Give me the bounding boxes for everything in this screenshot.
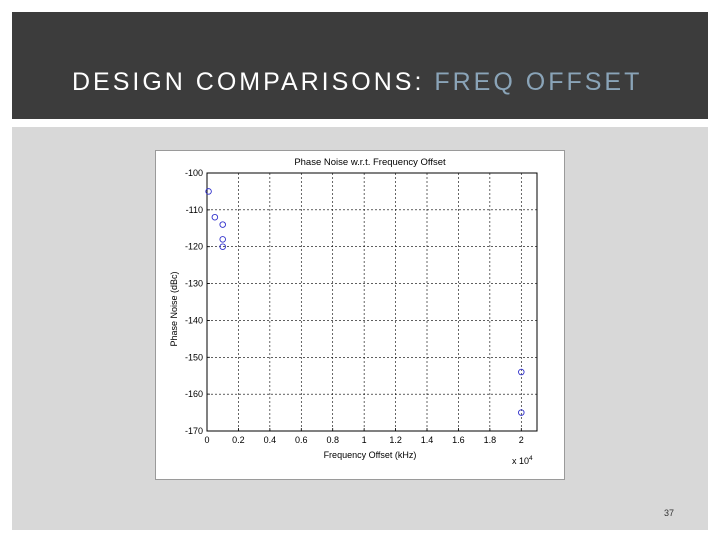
x-axis-label: Frequency Offset (kHz) <box>324 450 417 460</box>
y-tick-label: -120 <box>185 242 203 252</box>
y-tick-label: -100 <box>185 168 203 178</box>
grid-lines <box>206 172 537 432</box>
data-point <box>219 221 226 228</box>
chart-figure: 0 0.2 0.4 0.6 0.8 1 1.2 1.4 1.6 1.8 2 -100 -110 -120 -… <box>155 150 565 480</box>
axes-box <box>206 172 538 432</box>
data-point <box>219 236 226 243</box>
phase-noise-chart: 0 0.2 0.4 0.6 0.8 1 1.2 1.4 1.6 1.8 2 -100 -110 -120 -… <box>169 157 538 466</box>
x-tick-label: 0.6 <box>295 435 308 445</box>
data-point <box>205 188 212 195</box>
data-points <box>205 188 525 416</box>
data-point <box>219 243 226 250</box>
x-multiplier-base: x 10 <box>512 456 529 466</box>
x-tick-label: 1.2 <box>389 435 402 445</box>
slide-title: DESIGN COMPARISONS: FREQ OFFSET <box>72 68 642 97</box>
y-tick-label: -160 <box>185 389 203 399</box>
axis-ticks: 0 0.2 0.4 0.6 0.8 1 1.2 1.4 1.6 1.8 2 -100 -110 -120 -… <box>185 168 524 445</box>
data-point <box>518 409 525 416</box>
x-tick-label: 0.2 <box>232 435 245 445</box>
slide-header: DESIGN COMPARISONS: FREQ OFFSET <box>12 12 708 119</box>
y-tick-label: -170 <box>185 426 203 436</box>
y-tick-label: -150 <box>185 352 203 362</box>
y-axis-label: Phase Noise (dBc) <box>169 271 179 346</box>
x-tick-label: 1.4 <box>421 435 434 445</box>
page-number: 37 <box>664 508 675 518</box>
x-axis-multiplier: x 104 <box>512 455 533 466</box>
slide-title-main: DESIGN COMPARISONS: <box>72 68 435 96</box>
x-multiplier-exponent: 4 <box>529 455 533 462</box>
x-tick-label: 0.8 <box>326 435 339 445</box>
y-tick-label: -110 <box>186 205 203 215</box>
data-point <box>211 213 219 221</box>
x-tick-label: 1 <box>362 435 367 445</box>
y-tick-label: -130 <box>185 279 203 289</box>
x-tick-label: 2 <box>519 435 524 445</box>
y-tick-label: -140 <box>185 315 203 325</box>
chart-title: Phase Noise w.r.t. Frequency Offset <box>294 157 446 168</box>
slide-title-accent: FREQ OFFSET <box>434 68 643 96</box>
x-tick-label: 1.6 <box>452 435 465 445</box>
x-tick-label: 0 <box>204 435 209 445</box>
data-point <box>518 368 525 376</box>
x-tick-label: 0.4 <box>264 435 277 445</box>
x-tick-label: 1.8 <box>484 435 497 445</box>
